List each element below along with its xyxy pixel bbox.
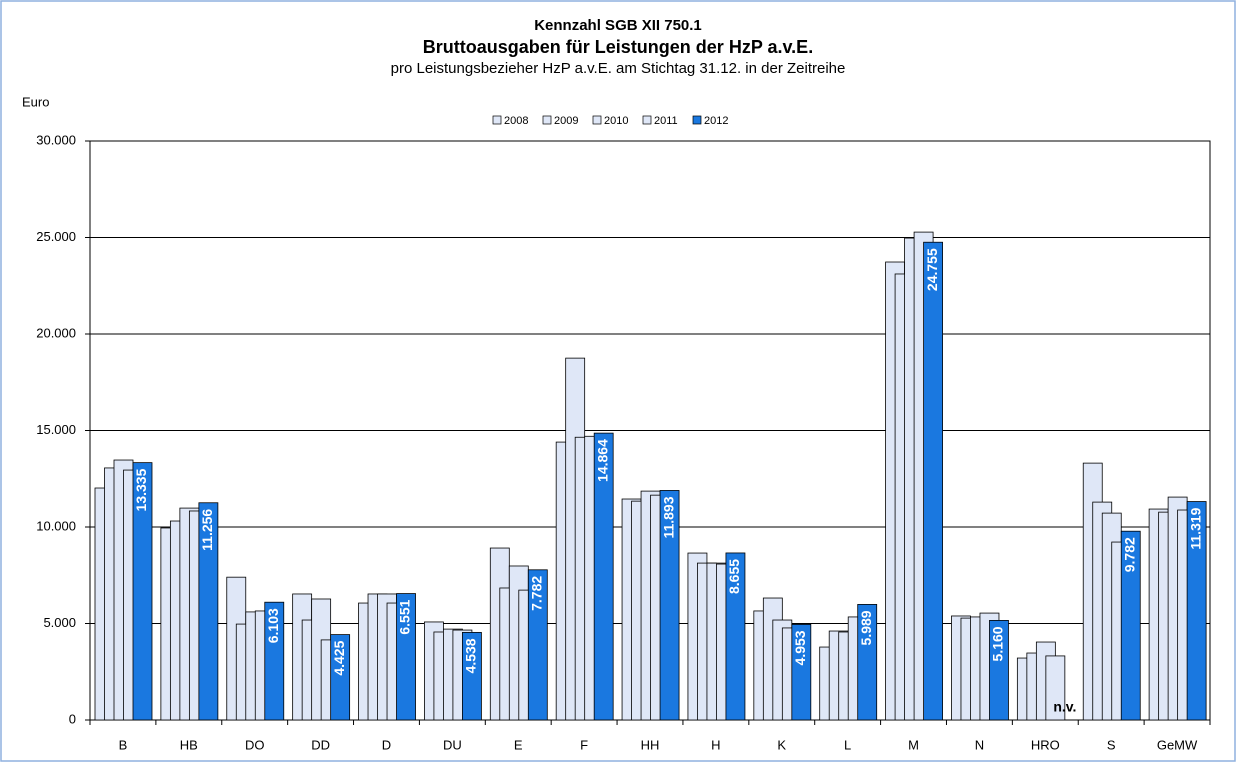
value-label: n.v.: [1053, 699, 1076, 715]
chart-title: Kennzahl SGB XII 750.1: [534, 17, 702, 34]
y-tick-label: 5.000: [43, 615, 76, 630]
x-tick-label: HB: [180, 737, 198, 752]
bar: [1186, 501, 1207, 721]
bar: [396, 593, 416, 721]
y-tick-label: 15.000: [36, 422, 76, 437]
x-tick-label: DD: [311, 737, 330, 752]
bar: [791, 624, 812, 721]
value-label: 7.782: [528, 576, 544, 611]
legend-swatch: [492, 115, 502, 125]
bar: [725, 552, 746, 721]
chart-subtitle: Bruttoausgaben für Leistungen der HzP a.…: [423, 37, 813, 57]
value-label: 11.319: [1187, 507, 1203, 549]
legend-label: 2009: [554, 115, 578, 127]
legend-swatch: [592, 115, 602, 125]
value-label: 5.989: [858, 610, 874, 645]
value-label: 6.551: [397, 599, 413, 634]
x-tick-label: D: [382, 737, 391, 752]
y-tick-label: 25.000: [36, 229, 76, 244]
value-label: 11.256: [199, 509, 215, 551]
bar: [1045, 655, 1066, 721]
x-tick-label: GeMW: [1157, 737, 1198, 752]
bar: [264, 601, 285, 721]
y-tick-label: 20.000: [36, 325, 76, 340]
chart-caption: pro Leistungsbezieher HzP a.v.E. am Stic…: [391, 60, 846, 77]
x-tick-label: HRO: [1031, 737, 1060, 752]
bar: [527, 569, 548, 721]
x-tick-label: DO: [245, 737, 265, 752]
x-tick-label: N: [975, 737, 984, 752]
x-tick-label: F: [580, 737, 588, 752]
y-tick-label: 0: [69, 711, 76, 726]
bar: [923, 241, 943, 721]
y-tick-label: 10.000: [36, 518, 76, 533]
bar: [462, 632, 482, 721]
value-label: 9.782: [1121, 537, 1137, 572]
legend-label: 2010: [604, 115, 628, 127]
value-label: 4.953: [792, 630, 808, 665]
x-tick-label: K: [777, 737, 786, 752]
y-axis-label: Euro: [22, 94, 49, 109]
value-label: 5.160: [990, 626, 1006, 661]
value-label: 14.864: [594, 439, 610, 482]
x-tick-label: L: [844, 737, 851, 752]
bar: [659, 490, 680, 721]
x-tick-label: E: [514, 737, 523, 752]
value-label: 6.103: [265, 608, 281, 643]
value-label: 4.425: [331, 640, 347, 675]
legend-label: 2008: [504, 115, 528, 127]
bar: [989, 620, 1009, 721]
legend-label: 2012: [704, 115, 728, 127]
value-label: 24.755: [924, 248, 940, 291]
legend-swatch: [692, 115, 702, 125]
value-label: 8.655: [726, 559, 742, 594]
x-tick-label: H: [711, 737, 720, 752]
x-tick-label: DU: [443, 737, 462, 752]
value-label: 11.893: [660, 496, 676, 538]
legend-swatch: [642, 115, 652, 125]
value-label: 13.335: [133, 468, 149, 511]
x-tick-label: HH: [641, 737, 660, 752]
bar: [593, 432, 614, 721]
bar: [857, 604, 878, 721]
x-tick-label: S: [1107, 737, 1116, 752]
bar: [330, 634, 351, 721]
x-tick-label: B: [119, 737, 128, 752]
x-tick-label: M: [908, 737, 919, 752]
y-tick-label: 30.000: [36, 132, 76, 147]
bar: [132, 462, 153, 721]
legend-swatch: [542, 115, 552, 125]
bar: [1120, 530, 1141, 721]
value-label: 4.538: [463, 638, 479, 673]
legend-label: 2011: [654, 115, 678, 127]
bar: [198, 502, 219, 721]
